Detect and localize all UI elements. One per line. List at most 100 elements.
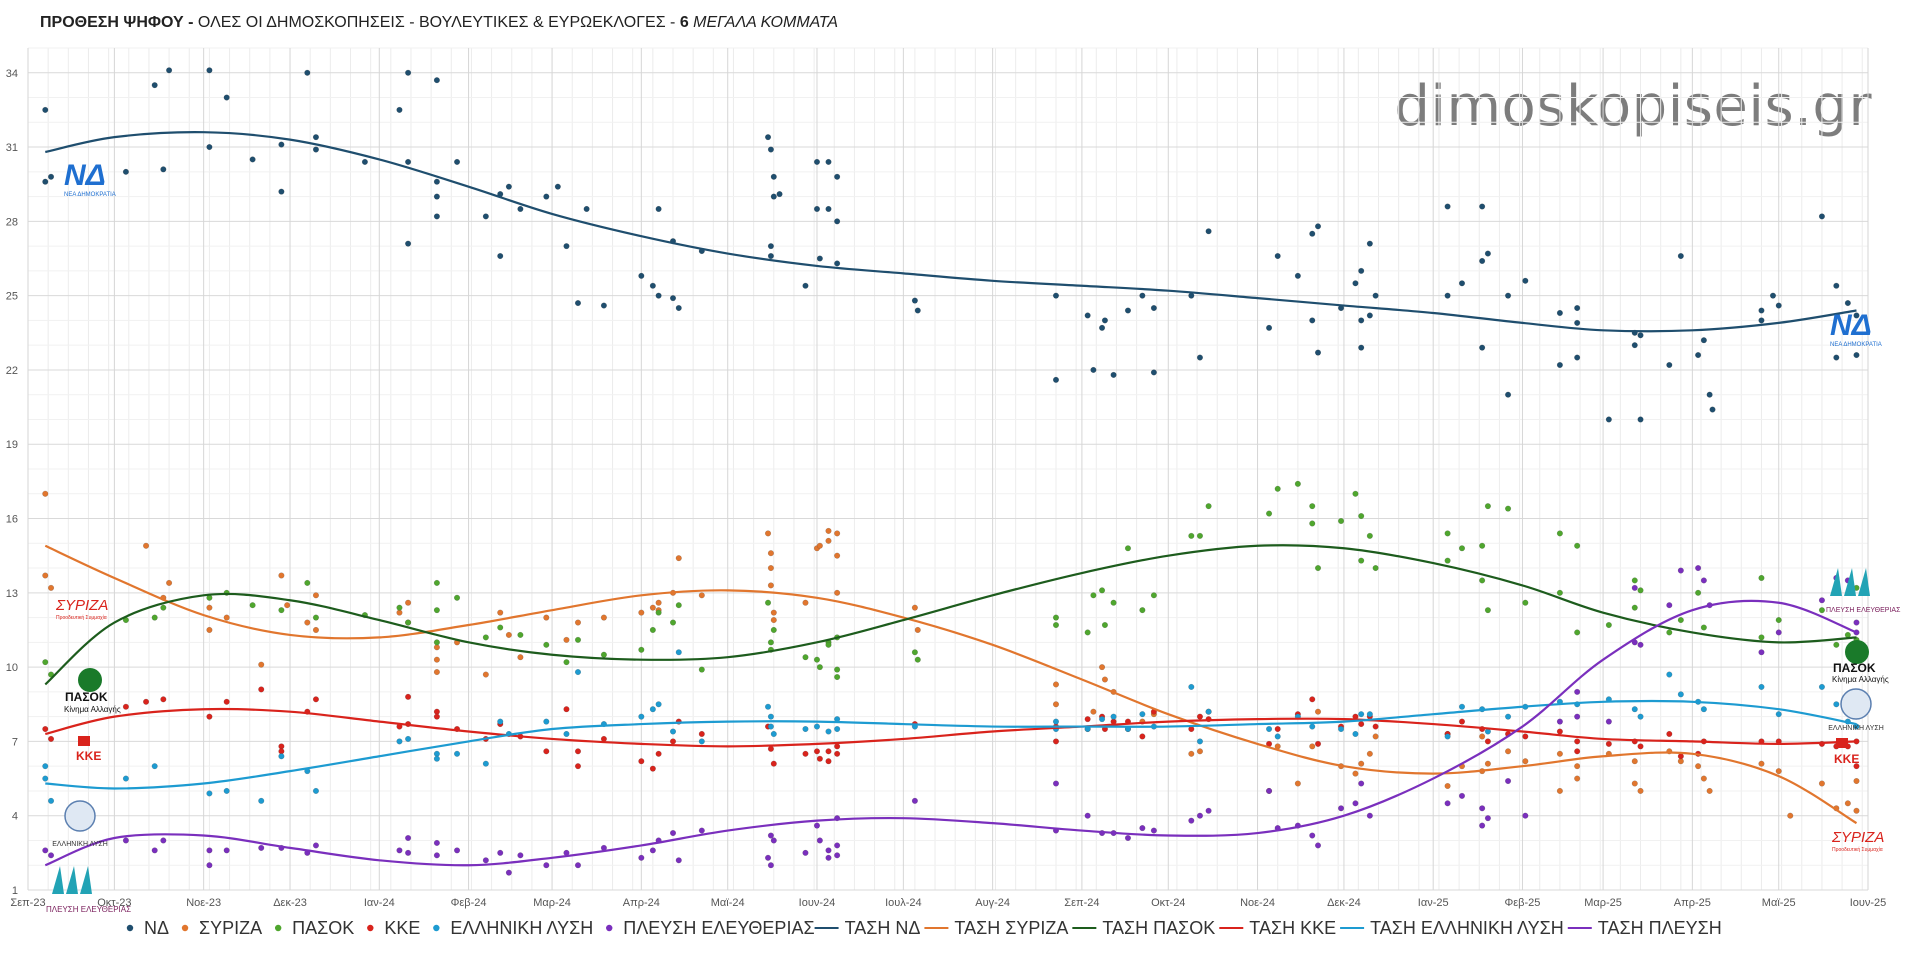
data-point xyxy=(767,713,774,720)
data-point xyxy=(675,857,682,864)
data-point xyxy=(1444,557,1451,564)
data-point xyxy=(770,173,777,180)
data-point xyxy=(574,636,582,643)
data-point xyxy=(1314,349,1322,356)
data-point xyxy=(1666,730,1673,738)
data-point xyxy=(543,718,550,725)
data-point xyxy=(1574,629,1581,636)
data-point xyxy=(151,614,158,621)
data-point xyxy=(160,837,167,844)
data-point xyxy=(1358,513,1365,520)
title-bold: ΠΡΟΘΕΣΗ ΨΗΦΟΥ - xyxy=(40,14,194,31)
data-point xyxy=(1052,738,1060,745)
data-point xyxy=(563,706,570,713)
data-point xyxy=(1309,317,1316,324)
data-point xyxy=(764,854,772,861)
syriza-logo-sub: Προοδευτική Συμμαχία xyxy=(56,614,107,621)
plefsi-logo-text: ΠΛΕΥΣΗ ΕΛΕΥΘΕΡΙΑΣ xyxy=(46,905,131,914)
data-point xyxy=(482,634,489,641)
data-point xyxy=(47,735,55,742)
data-point xyxy=(1631,758,1638,765)
y-tick-label: 7 xyxy=(12,736,18,748)
data-point xyxy=(816,664,823,671)
y-tick-label: 25 xyxy=(6,291,18,303)
data-point xyxy=(1574,354,1581,361)
data-point xyxy=(1458,280,1466,287)
data-point xyxy=(813,656,821,663)
data-point xyxy=(312,696,319,703)
legend-label: ΤΑΣΗ ΣΥΡΙΖΑ xyxy=(954,918,1068,938)
data-point xyxy=(1695,352,1702,359)
data-point xyxy=(433,639,440,646)
data-point xyxy=(166,579,173,586)
series-ΠΛΕΥΣΗ ΕΛΕΥΘΕΡΙΑΣ xyxy=(42,565,1860,876)
data-point xyxy=(638,713,645,720)
x-tick-label: Φεβ-24 xyxy=(451,897,487,909)
data-point xyxy=(802,725,809,733)
data-point xyxy=(1101,621,1108,629)
data-point xyxy=(1314,740,1322,747)
legend-marker xyxy=(274,924,282,932)
data-point xyxy=(1853,352,1860,359)
data-point xyxy=(1775,768,1782,775)
data-point xyxy=(1758,760,1765,767)
data-point xyxy=(143,542,150,549)
data-point xyxy=(1084,312,1091,319)
data-point xyxy=(517,205,524,213)
data-point xyxy=(151,763,158,770)
data-point xyxy=(405,735,412,742)
data-point xyxy=(1090,366,1097,373)
data-point xyxy=(1274,252,1281,260)
data-point xyxy=(834,725,841,733)
data-point xyxy=(47,797,55,804)
y-tick-label: 13 xyxy=(6,588,18,600)
legend-item: ΠΑΣΟΚ xyxy=(274,918,354,938)
data-point xyxy=(497,718,504,725)
x-tick-label: Οκτ-24 xyxy=(1151,897,1185,909)
x-tick-label: Ιουν-24 xyxy=(799,897,836,909)
plefsi-logo-text-right: ΠΛΕΥΣΗ ΕΛΕΥΘΕΡΙΑΣ xyxy=(1826,607,1901,614)
trend-line-ΤΑΣΗ ΚΚΕ xyxy=(45,707,1857,748)
data-point xyxy=(1150,369,1157,376)
data-point xyxy=(770,626,777,634)
data-point xyxy=(825,748,832,755)
data-point xyxy=(396,847,403,854)
data-point xyxy=(816,542,823,549)
data-point xyxy=(1556,718,1563,725)
nd-logo-left: ΝΔ ΝΕΑ ΔΗΜΟΚΡΑΤΙΑ xyxy=(64,159,116,198)
data-point xyxy=(1479,203,1486,210)
data-point xyxy=(1484,607,1491,614)
data-point xyxy=(802,849,809,856)
pasok-sun-icon xyxy=(78,668,102,692)
legend-label: ΝΔ xyxy=(144,918,169,938)
data-point xyxy=(312,842,319,849)
data-point xyxy=(304,619,311,626)
data-point xyxy=(1833,282,1840,289)
data-point xyxy=(911,797,918,804)
data-point xyxy=(1605,621,1612,629)
x-tick-label: Σεπ-23 xyxy=(10,897,45,909)
data-point xyxy=(1124,834,1132,842)
data-point xyxy=(1818,607,1825,614)
data-point xyxy=(1052,718,1060,725)
elliniki-lysi-logo-text: ΕΛΛΗΝΙΚΗ ΛΥΣΗ xyxy=(52,841,108,848)
data-point xyxy=(638,609,645,616)
data-point xyxy=(1758,634,1765,641)
data-point xyxy=(47,584,55,591)
data-point xyxy=(206,144,213,151)
x-tick-label: Μαϊ-24 xyxy=(711,897,745,909)
data-point xyxy=(649,765,656,772)
data-point xyxy=(1758,649,1765,656)
data-point xyxy=(1505,292,1512,299)
legend-label: ΤΑΣΗ ΠΑΣΟΚ xyxy=(1102,918,1215,938)
data-point xyxy=(396,738,403,745)
data-point xyxy=(813,748,821,755)
data-point xyxy=(1084,716,1091,723)
y-tick-label: 22 xyxy=(6,365,18,377)
data-point xyxy=(1505,505,1512,512)
data-point xyxy=(554,183,561,190)
data-point xyxy=(655,205,662,213)
data-point xyxy=(1818,683,1825,690)
plefsi-logo-right: ΠΛΕΥΣΗ ΕΛΕΥΘΕΡΙΑΣ xyxy=(1826,568,1901,614)
data-point xyxy=(834,666,841,673)
